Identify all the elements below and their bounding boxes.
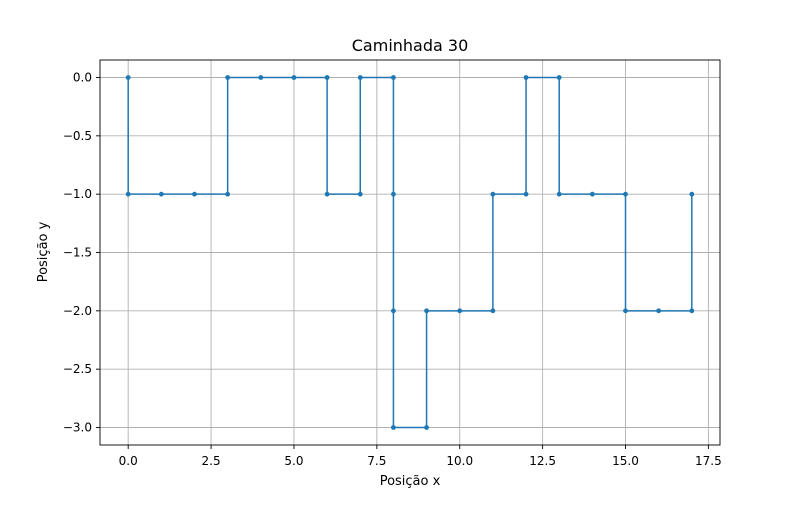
walk-point xyxy=(556,191,562,197)
x-tick-label: 5.0 xyxy=(284,454,303,468)
grid-layer xyxy=(100,60,720,445)
walk-point xyxy=(490,191,496,197)
walk-point xyxy=(689,191,695,197)
walk-point xyxy=(490,308,496,314)
walk-point xyxy=(125,191,131,197)
walk-point xyxy=(656,308,662,314)
walk-point xyxy=(457,308,463,314)
x-tick-label: 15.0 xyxy=(612,454,639,468)
chart-title: Caminhada 30 xyxy=(352,36,469,55)
x-tick-label: 12.5 xyxy=(529,454,556,468)
x-tick-label: 17.5 xyxy=(695,454,722,468)
y-axis-label: Posição y xyxy=(36,221,51,282)
walk-point xyxy=(623,308,628,314)
walk-point xyxy=(556,75,562,80)
walk-point xyxy=(192,191,197,197)
walk-point xyxy=(424,308,429,314)
walk-point xyxy=(523,191,529,197)
walk-point xyxy=(391,75,396,80)
tick-layer: 0.0 2.5 5.0 7.5 10.0 12.5 15.0 17.5 0.0 −0.5 −1.0 −… xyxy=(63,71,722,469)
walk-point xyxy=(324,191,330,197)
walk-point xyxy=(291,75,297,80)
walk-point xyxy=(424,425,429,430)
x-tick-label: 0.0 xyxy=(119,454,138,468)
y-tick-label: −3.0 xyxy=(63,421,92,435)
y-tick-label: −1.5 xyxy=(63,246,92,260)
walk-point xyxy=(623,191,628,197)
series-layer xyxy=(125,75,695,430)
y-tick-label: −0.5 xyxy=(63,129,92,143)
y-tick-label: −1.0 xyxy=(63,187,92,201)
walk-point xyxy=(589,191,595,197)
y-tick-label: 0.0 xyxy=(73,71,92,85)
walk-point xyxy=(357,191,363,197)
x-tick-label: 2.5 xyxy=(202,454,221,468)
walk-point xyxy=(391,308,396,314)
walk-point xyxy=(125,75,131,80)
y-tick-label: −2.0 xyxy=(63,304,92,318)
walk-point xyxy=(324,75,330,80)
walk-point xyxy=(689,308,695,314)
x-axis-label: Posição x xyxy=(380,474,441,489)
walk-point xyxy=(258,75,264,80)
y-tick-label: −2.5 xyxy=(63,362,92,376)
walk-point xyxy=(523,75,529,80)
walk-point xyxy=(158,191,164,197)
walk-point xyxy=(391,425,396,430)
x-tick-label: 10.0 xyxy=(446,454,473,468)
walk-point xyxy=(225,191,231,197)
x-tick-label: 7.5 xyxy=(367,454,386,468)
walk-point xyxy=(391,191,396,197)
walk-point xyxy=(357,75,363,80)
walk-point xyxy=(225,75,231,80)
